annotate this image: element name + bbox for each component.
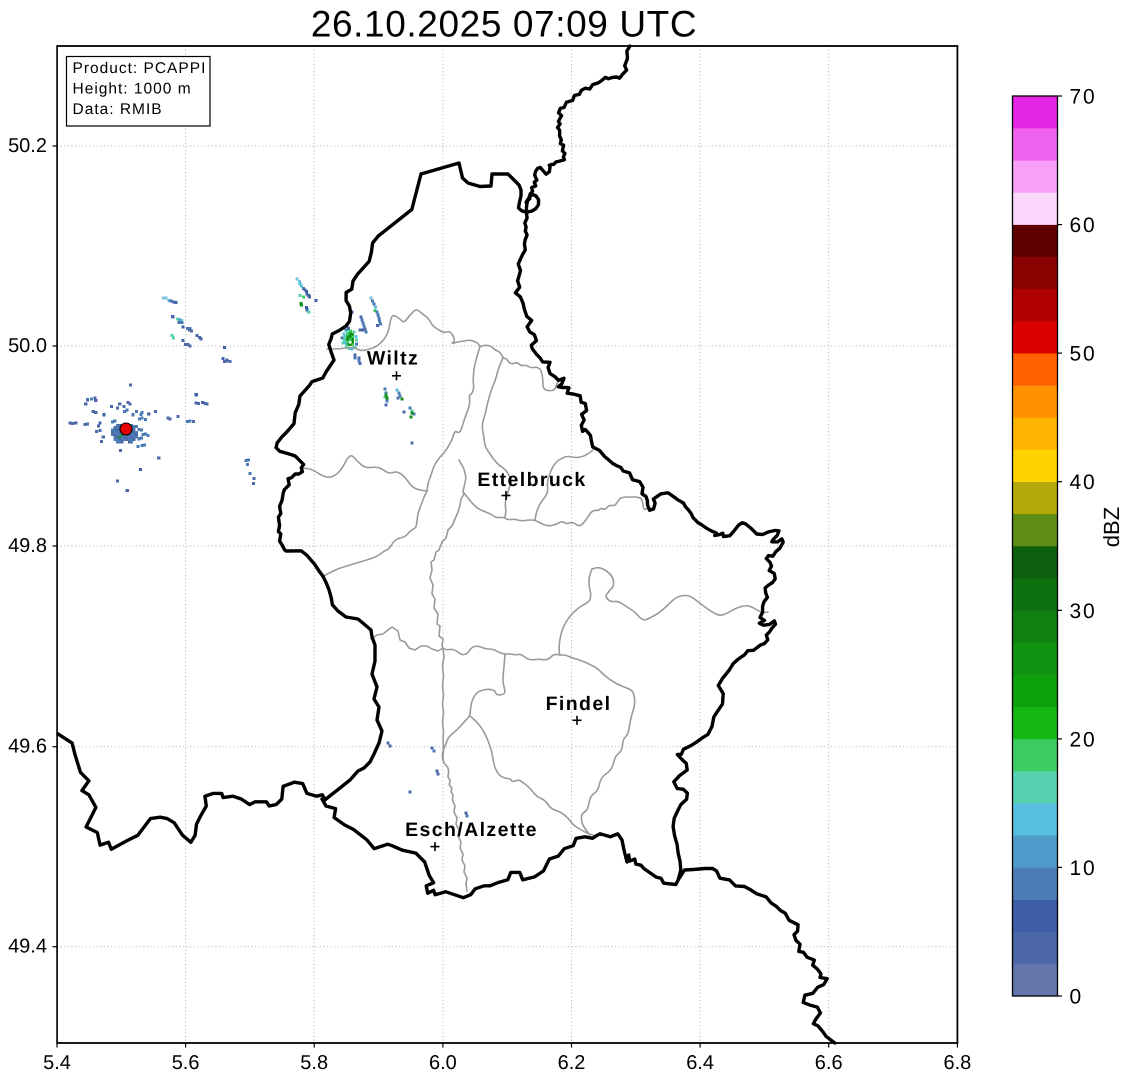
- svg-text:49.6: 49.6: [8, 736, 47, 758]
- svg-text:5.4: 5.4: [43, 1052, 71, 1074]
- svg-text:6.6: 6.6: [815, 1052, 843, 1074]
- svg-text:6.2: 6.2: [558, 1052, 586, 1074]
- svg-text:Findel: Findel: [546, 693, 612, 715]
- svg-text:50: 50: [1070, 343, 1097, 366]
- svg-text:20: 20: [1070, 728, 1097, 751]
- svg-text:dBZ: dBZ: [1099, 507, 1124, 547]
- svg-text:10: 10: [1070, 857, 1097, 880]
- svg-text:0: 0: [1070, 986, 1083, 1009]
- svg-text:6.4: 6.4: [686, 1052, 714, 1074]
- svg-text:6.8: 6.8: [943, 1052, 971, 1074]
- svg-text:60: 60: [1070, 214, 1097, 237]
- svg-text:Data: RMIB: Data: RMIB: [73, 101, 163, 118]
- svg-text:Product: PCAPPI: Product: PCAPPI: [73, 60, 207, 77]
- svg-text:50.2: 50.2: [8, 135, 47, 157]
- svg-text:30: 30: [1070, 600, 1097, 623]
- svg-text:5.6: 5.6: [172, 1052, 200, 1074]
- svg-text:Height: 1000 m: Height: 1000 m: [73, 81, 192, 98]
- svg-text:Wiltz: Wiltz: [367, 348, 419, 370]
- svg-text:26.10.2025 07:09 UTC: 26.10.2025 07:09 UTC: [311, 4, 697, 45]
- svg-text:Ettelbruck: Ettelbruck: [477, 469, 586, 491]
- svg-text:49.4: 49.4: [8, 936, 47, 958]
- svg-text:50.0: 50.0: [8, 335, 47, 357]
- svg-text:70: 70: [1070, 86, 1097, 109]
- svg-text:49.8: 49.8: [8, 535, 47, 557]
- svg-text:6.0: 6.0: [429, 1052, 457, 1074]
- svg-text:40: 40: [1070, 471, 1097, 494]
- svg-text:5.8: 5.8: [300, 1052, 328, 1074]
- svg-text:Esch/Alzette: Esch/Alzette: [405, 819, 538, 841]
